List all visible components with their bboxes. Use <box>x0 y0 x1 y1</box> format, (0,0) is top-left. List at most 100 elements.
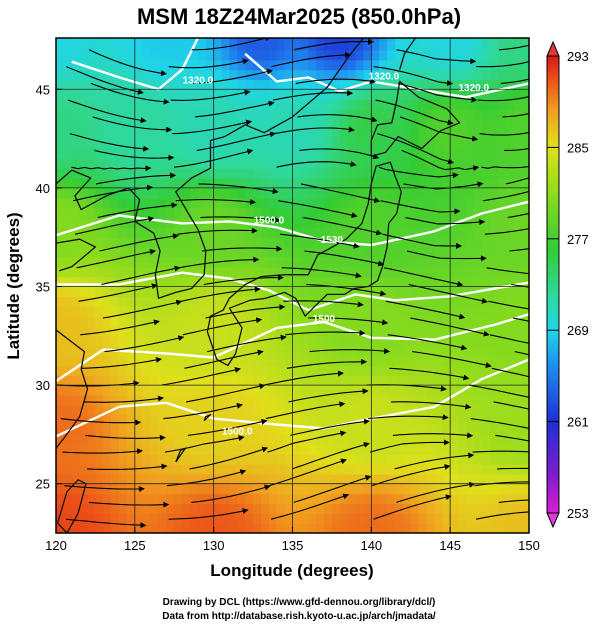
heat-cell <box>387 128 396 140</box>
heat-cell <box>316 49 325 61</box>
colorbar-tick-label: 293 <box>567 49 589 64</box>
heat-cell <box>229 99 238 110</box>
heat-cell <box>458 316 467 327</box>
heat-cell <box>339 148 349 159</box>
heat-cell <box>434 335 443 347</box>
heat-cell <box>481 227 491 238</box>
heat-cell <box>410 335 420 347</box>
heat-cell <box>229 385 238 396</box>
heat-cell <box>521 38 529 41</box>
heat-cell <box>363 38 372 41</box>
heat-cell <box>450 237 459 248</box>
heat-cell <box>253 148 262 159</box>
heat-cell <box>363 424 372 435</box>
heat-cell <box>56 227 65 238</box>
heat-cell <box>284 217 294 228</box>
heat-cell <box>190 424 199 435</box>
heat-cell <box>481 454 491 465</box>
heat-cell <box>253 316 262 327</box>
heat-cell <box>103 316 112 327</box>
heat-cell <box>213 395 223 406</box>
heat-cell <box>410 49 420 61</box>
heat-cell <box>442 325 451 337</box>
heat-cell <box>95 197 104 209</box>
heat-cell <box>292 454 301 465</box>
heat-cell <box>434 385 443 396</box>
heat-cell <box>79 187 89 199</box>
heat-cell <box>63 69 73 81</box>
heat-cell <box>261 473 270 485</box>
heat-cell <box>410 79 420 90</box>
heat-cell <box>465 138 475 150</box>
heat-cell <box>395 128 404 140</box>
heat-cell <box>237 187 246 199</box>
heat-cell <box>339 473 349 485</box>
heat-cell <box>331 158 341 169</box>
heat-cell <box>300 187 309 199</box>
heat-cell <box>316 99 325 110</box>
heat-cell <box>473 207 483 219</box>
heat-cell <box>268 276 278 288</box>
heat-cell <box>71 444 81 455</box>
heat-cell <box>473 444 483 455</box>
heat-cell <box>221 473 230 485</box>
heat-cell <box>190 306 199 317</box>
heat-cell <box>197 513 207 524</box>
heat-cell <box>87 385 96 396</box>
heat-cell <box>276 237 286 248</box>
heat-cell <box>71 207 81 219</box>
heat-cell <box>87 513 96 524</box>
heat-cell <box>190 493 199 505</box>
heat-cell <box>245 89 254 100</box>
heat-cell <box>473 266 483 278</box>
heat-cell <box>197 79 207 90</box>
heat-cell <box>379 385 388 396</box>
heat-cell <box>379 375 388 386</box>
heat-cell <box>292 306 301 317</box>
heat-cell <box>111 375 120 386</box>
heat-cell <box>513 365 522 376</box>
heat-cell <box>308 464 317 475</box>
heat-cell <box>245 444 254 455</box>
heat-cell <box>150 138 160 150</box>
heat-cell <box>166 118 175 130</box>
heat-cell <box>268 138 278 150</box>
heat-cell <box>229 168 238 179</box>
heat-cell <box>489 395 499 406</box>
heat-cell <box>473 158 483 169</box>
heat-cell <box>402 207 412 219</box>
heat-cell <box>308 335 317 347</box>
heat-cell <box>221 276 230 288</box>
heat-cell <box>292 464 301 475</box>
heat-cell <box>253 109 262 120</box>
streamline <box>484 228 529 235</box>
heat-cell <box>379 138 388 150</box>
heat-cell <box>56 256 65 268</box>
heat-cell <box>347 266 357 278</box>
heat-cell <box>505 207 514 219</box>
heat-cell <box>434 69 443 81</box>
heat-cell <box>521 424 529 435</box>
heat-cell <box>134 178 144 189</box>
heat-cell <box>355 138 365 150</box>
heat-cell <box>166 454 175 465</box>
heat-cell <box>363 493 372 505</box>
heat-cell <box>166 237 175 248</box>
heat-cell <box>458 454 467 465</box>
heat-cell <box>324 365 333 376</box>
heat-cell <box>71 256 81 268</box>
heat-cell <box>481 345 491 357</box>
heat-cell <box>63 118 73 130</box>
heat-cell <box>513 493 522 505</box>
heat-cell <box>182 473 191 485</box>
heat-cell <box>292 207 301 219</box>
heat-cell <box>276 197 286 209</box>
heat-cell <box>331 148 341 159</box>
heat-cell <box>379 355 388 366</box>
heat-cell <box>339 325 349 337</box>
heat-cell <box>497 513 506 524</box>
heat-cell <box>465 335 475 347</box>
heat-cell <box>284 286 294 297</box>
heat-cell <box>331 286 341 297</box>
heat-cell <box>371 266 380 278</box>
